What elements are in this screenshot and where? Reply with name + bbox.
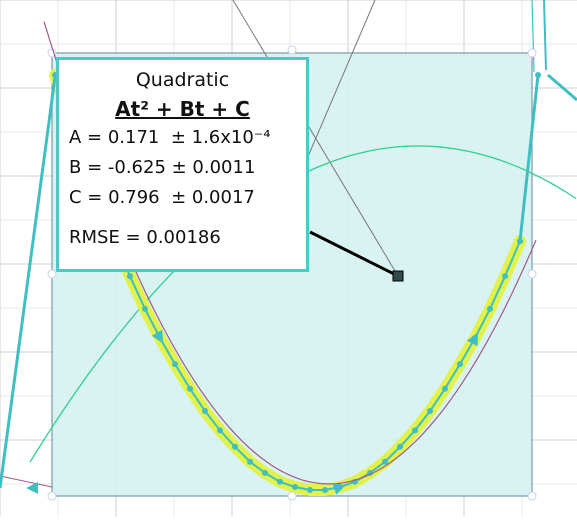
arrow-head <box>332 483 346 495</box>
data-point[interactable] <box>277 478 283 485</box>
direction-arrows <box>26 329 478 495</box>
selection-handle[interactable] <box>527 269 537 279</box>
fit-anchor-handle[interactable] <box>392 270 404 282</box>
background-line <box>0 475 53 488</box>
data-tail <box>0 76 57 489</box>
fit-box-pointer-line <box>309 230 399 278</box>
background-line <box>547 73 577 102</box>
selection-handle[interactable] <box>47 491 57 501</box>
data-point[interactable] <box>172 361 178 368</box>
background-line <box>543 0 547 71</box>
data-point[interactable] <box>442 385 448 392</box>
data-point[interactable] <box>187 385 193 392</box>
rmse-value: RMSE = 0.00186 <box>69 227 221 248</box>
fit-title: Quadratic <box>135 69 230 91</box>
selection-handle[interactable] <box>287 491 297 501</box>
direction-arrow <box>466 332 478 347</box>
data-point[interactable] <box>502 273 508 280</box>
data-point[interactable] <box>427 408 433 414</box>
data-point[interactable] <box>397 443 403 450</box>
data-point[interactable] <box>292 484 298 490</box>
arrow-head <box>151 329 163 344</box>
selection-handle[interactable] <box>47 269 57 279</box>
background-line <box>531 0 535 73</box>
selection-handle[interactable] <box>527 48 537 58</box>
direction-arrow <box>332 483 346 495</box>
selection-handle[interactable] <box>287 45 297 55</box>
data-point[interactable] <box>232 443 238 450</box>
data-point[interactable] <box>535 72 541 78</box>
direction-arrow <box>151 329 163 344</box>
param-a: A = 0.171 ± 1.6x10⁻⁴ <box>69 127 271 148</box>
data-line <box>54 74 521 491</box>
arrow-head <box>466 332 478 347</box>
param-b: B = -0.625 ± 0.0011 <box>69 157 256 178</box>
data-point[interactable] <box>307 487 313 493</box>
data-point[interactable] <box>457 361 463 368</box>
fit-results-box[interactable]: Quadratic At² + Bt + C A = 0.171 ± 1.6x1… <box>56 57 309 272</box>
direction-arrow <box>26 482 38 494</box>
data-point[interactable] <box>487 305 493 312</box>
data-points[interactable] <box>0 72 541 493</box>
param-c: C = 0.796 ± 0.0017 <box>69 187 255 208</box>
data-tail <box>518 74 540 242</box>
data-point[interactable] <box>217 427 223 434</box>
data-point[interactable] <box>322 487 328 493</box>
data-point[interactable] <box>247 458 253 465</box>
data-point[interactable] <box>202 408 208 414</box>
fit-formula: At² + Bt + C <box>115 97 250 121</box>
data-point[interactable] <box>127 273 133 280</box>
data-point[interactable] <box>382 458 388 465</box>
selection-handles[interactable] <box>47 45 537 501</box>
data-point[interactable] <box>367 469 373 476</box>
selection-handle[interactable] <box>527 491 537 501</box>
data-point[interactable] <box>412 427 418 434</box>
data-point[interactable] <box>262 469 268 476</box>
data-point[interactable] <box>142 305 148 312</box>
